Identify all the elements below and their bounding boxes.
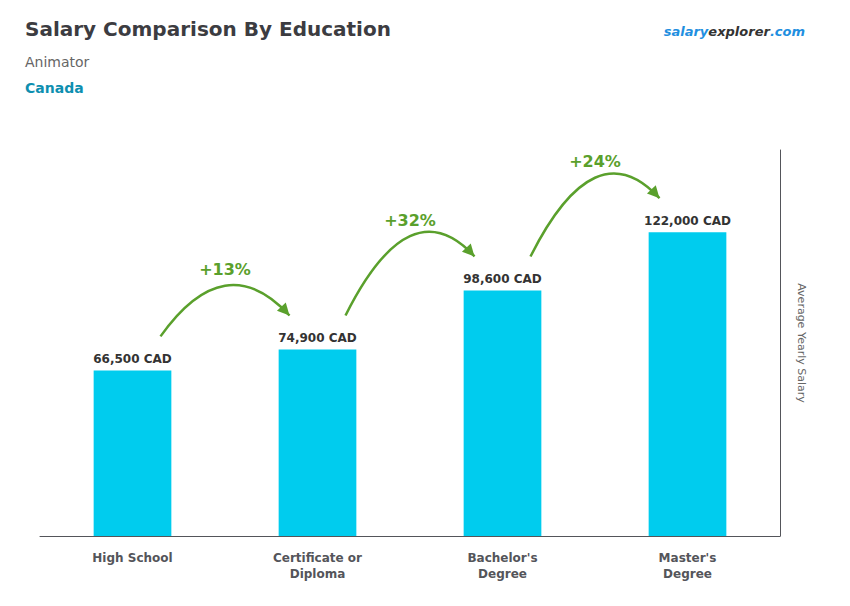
- svg-text:High School: High School: [92, 551, 172, 565]
- svg-text:Certificate or: Certificate or: [273, 551, 362, 565]
- svg-text:66,500 CAD: 66,500 CAD: [93, 352, 172, 366]
- svg-text:74,900 CAD: 74,900 CAD: [278, 331, 357, 345]
- svg-text:+32%: +32%: [384, 211, 436, 230]
- svg-text:Diploma: Diploma: [290, 567, 346, 581]
- svg-text:98,600 CAD: 98,600 CAD: [463, 272, 542, 286]
- svg-text:.com: .com: [770, 24, 805, 39]
- svg-text:Average Yearly Salary: Average Yearly Salary: [795, 283, 808, 403]
- svg-text:Master's: Master's: [659, 551, 717, 565]
- svg-text:Bachelor's: Bachelor's: [467, 551, 537, 565]
- svg-text:Salary Comparison By Education: Salary Comparison By Education: [25, 17, 391, 41]
- svg-text:salary: salary: [664, 24, 709, 39]
- svg-text:Animator: Animator: [25, 54, 90, 70]
- svg-text:+24%: +24%: [569, 152, 621, 171]
- svg-text:+13%: +13%: [199, 260, 251, 279]
- svg-text:explorer: explorer: [708, 24, 771, 39]
- svg-text:Canada: Canada: [25, 80, 84, 96]
- svg-text:122,000 CAD: 122,000 CAD: [644, 214, 731, 228]
- svg-text:Degree: Degree: [663, 567, 712, 581]
- svg-text:Degree: Degree: [478, 567, 527, 581]
